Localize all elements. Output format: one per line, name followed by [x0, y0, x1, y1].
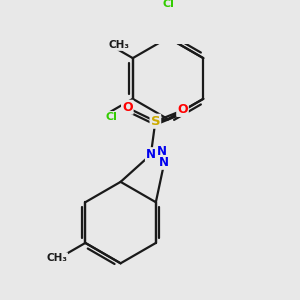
Text: O: O — [177, 103, 188, 116]
Text: CH₃: CH₃ — [109, 40, 130, 50]
Text: S: S — [151, 115, 160, 128]
Text: Cl: Cl — [162, 0, 174, 9]
Text: N: N — [157, 145, 167, 158]
Text: O: O — [122, 101, 133, 114]
Text: N: N — [146, 148, 156, 161]
Text: N: N — [159, 156, 169, 169]
Text: Cl: Cl — [105, 112, 117, 122]
Text: CH₃: CH₃ — [46, 253, 67, 263]
